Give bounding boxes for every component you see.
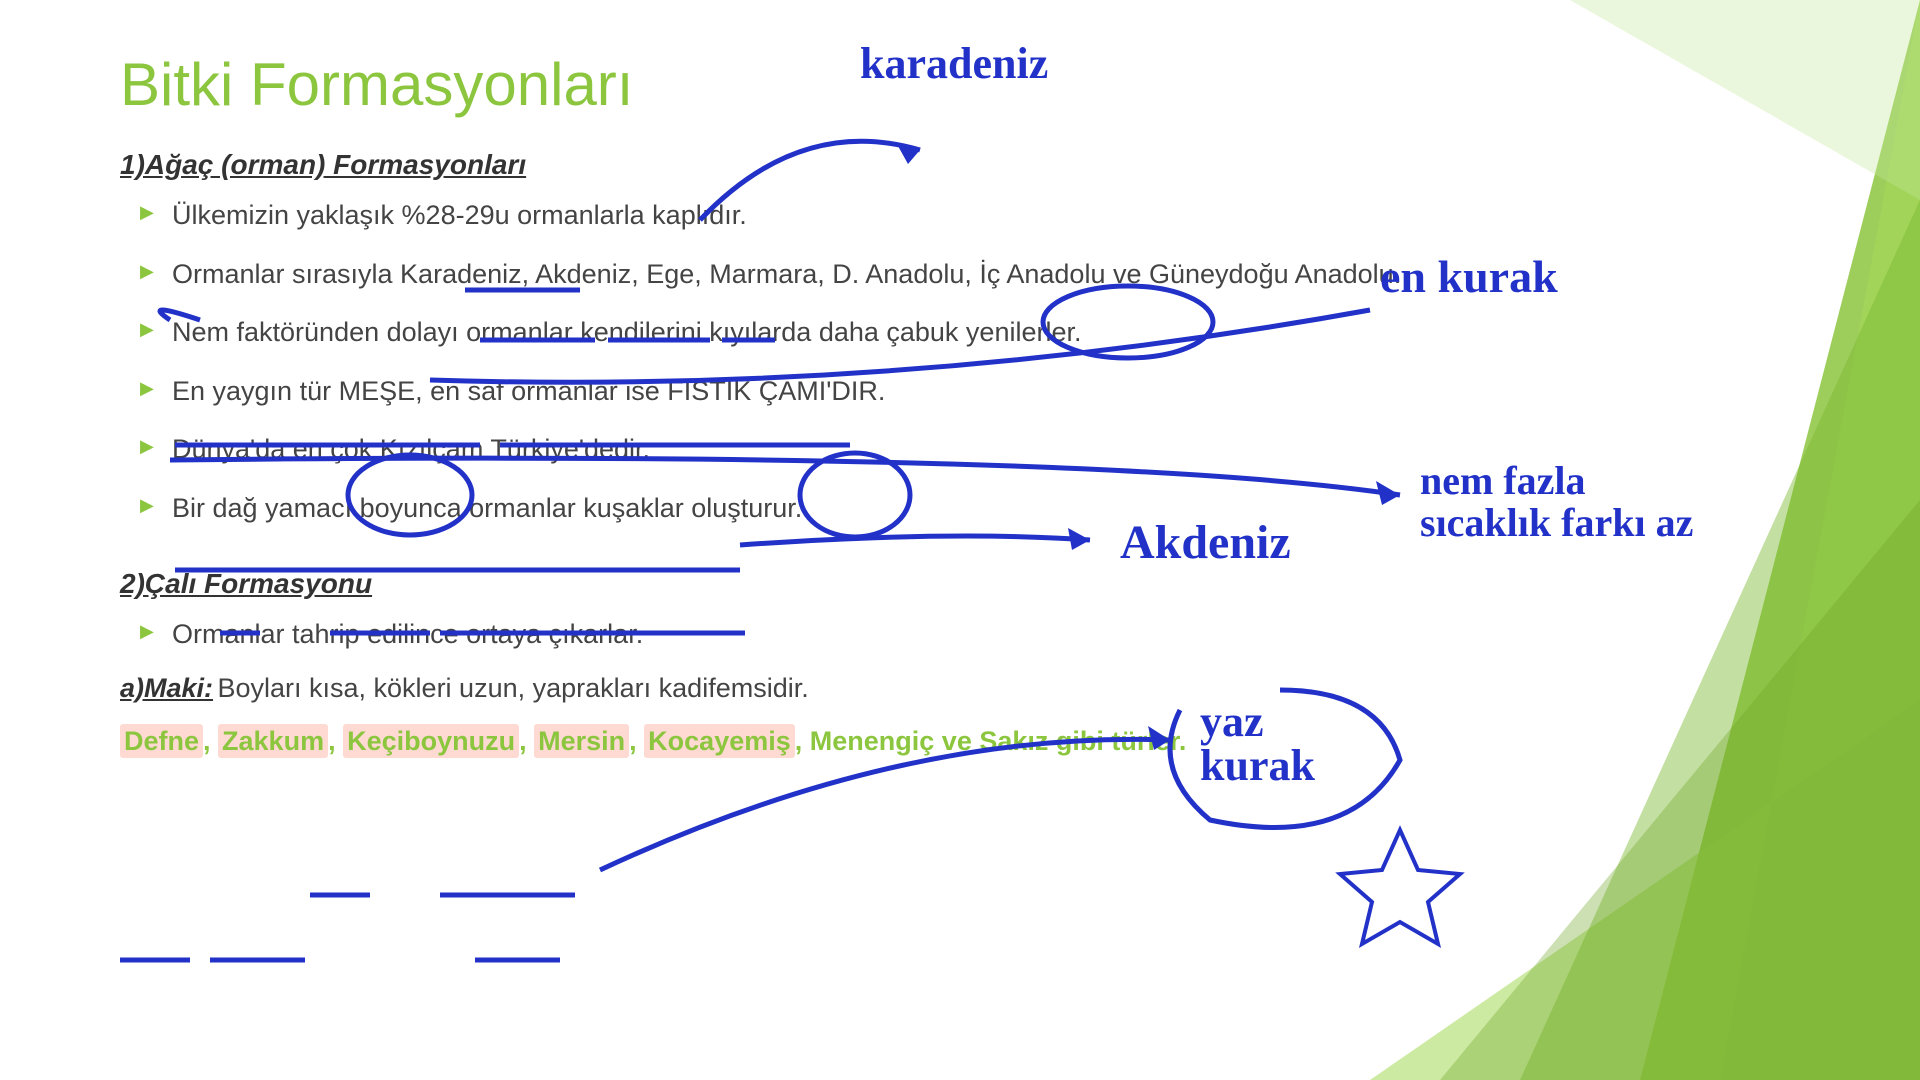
species-defne: Defne (120, 724, 203, 758)
species-zakkum: Zakkum (218, 724, 328, 758)
bullet-3: Nem faktöründen dolayı ormanlar kendiler… (140, 312, 1820, 353)
bullet-2-1: Ormanlar tahrip edilince ortaya çıkarlar… (140, 614, 1820, 655)
section2-list: Ormanlar tahrip edilince ortaya çıkarlar… (120, 614, 1820, 655)
species-mersin: Mersin (534, 724, 629, 758)
bullet-4: En yaygın tür MEŞE, en saf ormanlar ise … (140, 371, 1820, 412)
bullet-5: Dünya'da en çok Kızılçam Türkiye'dedir. (140, 429, 1820, 470)
bullet-6: Bir dağ yamacı boyunca ormanlar kuşaklar… (140, 488, 1820, 529)
maki-line: a)Maki: Boyları kısa, kökleri uzun, yapr… (120, 673, 1820, 704)
slide-title: Bitki Formasyonları (120, 50, 1820, 119)
bullet-2: Ormanlar sırasıyla Karadeniz, Akdeniz, E… (140, 254, 1820, 295)
species-rest: Menengiç ve Sakız gibi türler. (810, 726, 1187, 756)
section2-header: 2)Çalı Formasyonu (120, 568, 1820, 600)
bullet-1: Ülkemizin yaklaşık %28-29u ormanlarla ka… (140, 195, 1820, 236)
slide-content: Bitki Formasyonları 1)Ağaç (orman) Forma… (0, 0, 1920, 1080)
section1-header: 1)Ağaç (orman) Formasyonları (120, 149, 1820, 181)
maki-text: Boyları kısa, kökleri uzun, yaprakları k… (217, 673, 808, 703)
species-line: Defne, Zakkum, Keçiboynuzu, Mersin, Koca… (120, 726, 1820, 757)
maki-label: a)Maki: (120, 673, 213, 703)
species-kocayemis: Kocayemiş (644, 724, 795, 758)
section1-list: Ülkemizin yaklaşık %28-29u ormanlarla ka… (120, 195, 1820, 528)
species-keciboynuzu: Keçiboynuzu (343, 724, 519, 758)
